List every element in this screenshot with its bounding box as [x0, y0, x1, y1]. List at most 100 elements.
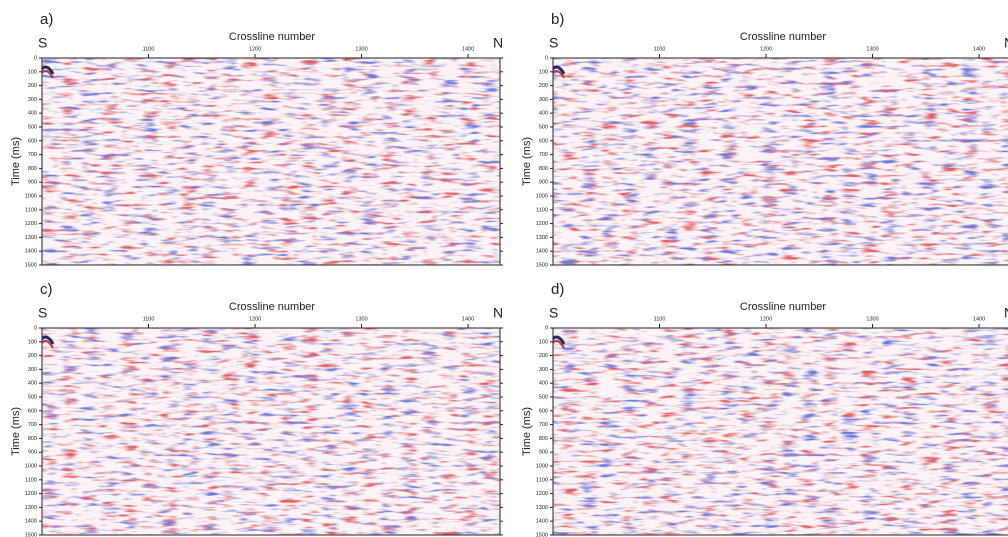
- seismic-section: [553, 328, 1008, 535]
- x-tick-label: 1100: [654, 46, 666, 52]
- x-tick-label: 1400: [973, 316, 985, 322]
- x-tick-label: 1200: [760, 46, 772, 52]
- y-tick-label: 700: [28, 152, 37, 158]
- y-tick-label: 800: [28, 166, 37, 172]
- right-label: N: [1004, 35, 1008, 51]
- y-tick-label: 600: [539, 138, 548, 144]
- y-tick-label: 600: [539, 408, 548, 414]
- y-tick-label: 1500: [536, 532, 548, 537]
- seismic-texture: [42, 328, 500, 535]
- panel-label: d): [551, 281, 564, 298]
- x-axis-title: Crossline number: [229, 31, 316, 43]
- y-tick-label: 1000: [25, 193, 37, 199]
- y-tick-label: 1300: [536, 235, 548, 241]
- y-tick-label: 1300: [536, 505, 548, 511]
- y-tick-label: 0: [34, 55, 37, 61]
- y-tick-label: 1100: [536, 207, 548, 213]
- y-tick-label: 200: [539, 83, 548, 89]
- y-tick-label: 1400: [536, 519, 548, 525]
- x-tick-label: 1100: [143, 316, 155, 322]
- right-label: N: [493, 35, 503, 51]
- shallow-reflector: [553, 339, 565, 349]
- shallow-reflector: [42, 65, 55, 75]
- x-tick-label: 1200: [249, 316, 261, 322]
- y-tick-label: 500: [28, 124, 37, 130]
- x-tick-label: 1400: [973, 46, 985, 52]
- y-tick-label: 1400: [536, 249, 548, 255]
- right-label: N: [1004, 305, 1008, 321]
- y-tick-label: 0: [34, 325, 37, 331]
- y-tick-label: 0: [545, 325, 548, 331]
- left-label: S: [38, 305, 47, 321]
- y-axis-title: Time (ms): [521, 407, 533, 456]
- panel-label: b): [551, 11, 564, 28]
- y-tick-label: 300: [539, 367, 548, 373]
- y-axis-title: Time (ms): [10, 407, 22, 456]
- panel-label: c): [40, 281, 53, 298]
- y-tick-label: 900: [28, 180, 37, 186]
- shallow-reflector: [553, 69, 565, 79]
- seismic-section: [42, 328, 500, 535]
- x-tick-label: 1300: [355, 316, 367, 322]
- seismic-section: [553, 58, 1008, 265]
- y-tick-label: 900: [539, 450, 548, 456]
- x-tick-label: 1400: [462, 316, 474, 322]
- x-tick-label: 1200: [760, 316, 772, 322]
- y-tick-label: 900: [28, 450, 37, 456]
- y-tick-label: 800: [539, 436, 548, 442]
- x-tick-label: 1300: [866, 46, 878, 52]
- plot-frame: [41, 57, 501, 266]
- y-tick-label: 600: [28, 138, 37, 144]
- shallow-reflector: [42, 69, 54, 79]
- plot-frame: [41, 327, 501, 536]
- y-tick-label: 1000: [536, 193, 548, 199]
- y-tick-label: 500: [539, 124, 548, 130]
- y-tick-label: 800: [28, 436, 37, 442]
- y-tick-label: 500: [539, 394, 548, 400]
- y-tick-label: 100: [28, 339, 37, 345]
- x-tick-label: 1300: [355, 46, 367, 52]
- plot-frame: [552, 327, 1008, 536]
- y-tick-label: 100: [539, 339, 548, 345]
- right-label: N: [493, 305, 503, 321]
- y-tick-label: 1500: [536, 262, 548, 268]
- y-tick-label: 400: [539, 111, 548, 117]
- y-tick-label: 900: [539, 180, 548, 186]
- y-axis-title: Time (ms): [10, 137, 22, 186]
- y-tick-label: 500: [28, 394, 37, 400]
- y-tick-label: 700: [539, 422, 548, 428]
- x-axis-title: Crossline number: [740, 301, 827, 313]
- y-tick-label: 1000: [536, 463, 548, 469]
- y-tick-label: 1300: [25, 235, 37, 241]
- x-tick-label: 1100: [143, 46, 155, 52]
- panel-label: a): [40, 11, 53, 28]
- y-tick-label: 200: [28, 83, 37, 89]
- y-tick-label: 100: [28, 69, 37, 75]
- y-tick-label: 700: [539, 152, 548, 158]
- y-tick-label: 700: [28, 422, 37, 428]
- y-tick-label: 1200: [25, 491, 37, 497]
- y-tick-label: 100: [539, 69, 548, 75]
- left-label: S: [38, 35, 47, 51]
- x-tick-label: 1100: [654, 316, 666, 322]
- y-tick-label: 1400: [25, 519, 37, 525]
- shallow-reflector: [553, 335, 566, 345]
- y-tick-label: 300: [539, 97, 548, 103]
- y-tick-label: 300: [28, 367, 37, 373]
- y-tick-label: 0: [545, 55, 548, 61]
- x-axis-title: Crossline number: [740, 31, 827, 43]
- seismic-texture: [553, 328, 1008, 535]
- y-tick-label: 200: [28, 353, 37, 359]
- y-tick-label: 300: [28, 97, 37, 103]
- y-tick-label: 1200: [25, 221, 37, 227]
- y-tick-label: 1500: [25, 262, 37, 268]
- seismic-section: [42, 58, 500, 265]
- y-tick-label: 400: [539, 381, 548, 387]
- shallow-reflector: [42, 335, 55, 345]
- x-axis-title: Crossline number: [229, 301, 316, 313]
- x-tick-label: 1200: [249, 46, 261, 52]
- y-tick-label: 800: [539, 166, 548, 172]
- x-tick-label: 1400: [462, 46, 474, 52]
- left-label: S: [549, 35, 558, 51]
